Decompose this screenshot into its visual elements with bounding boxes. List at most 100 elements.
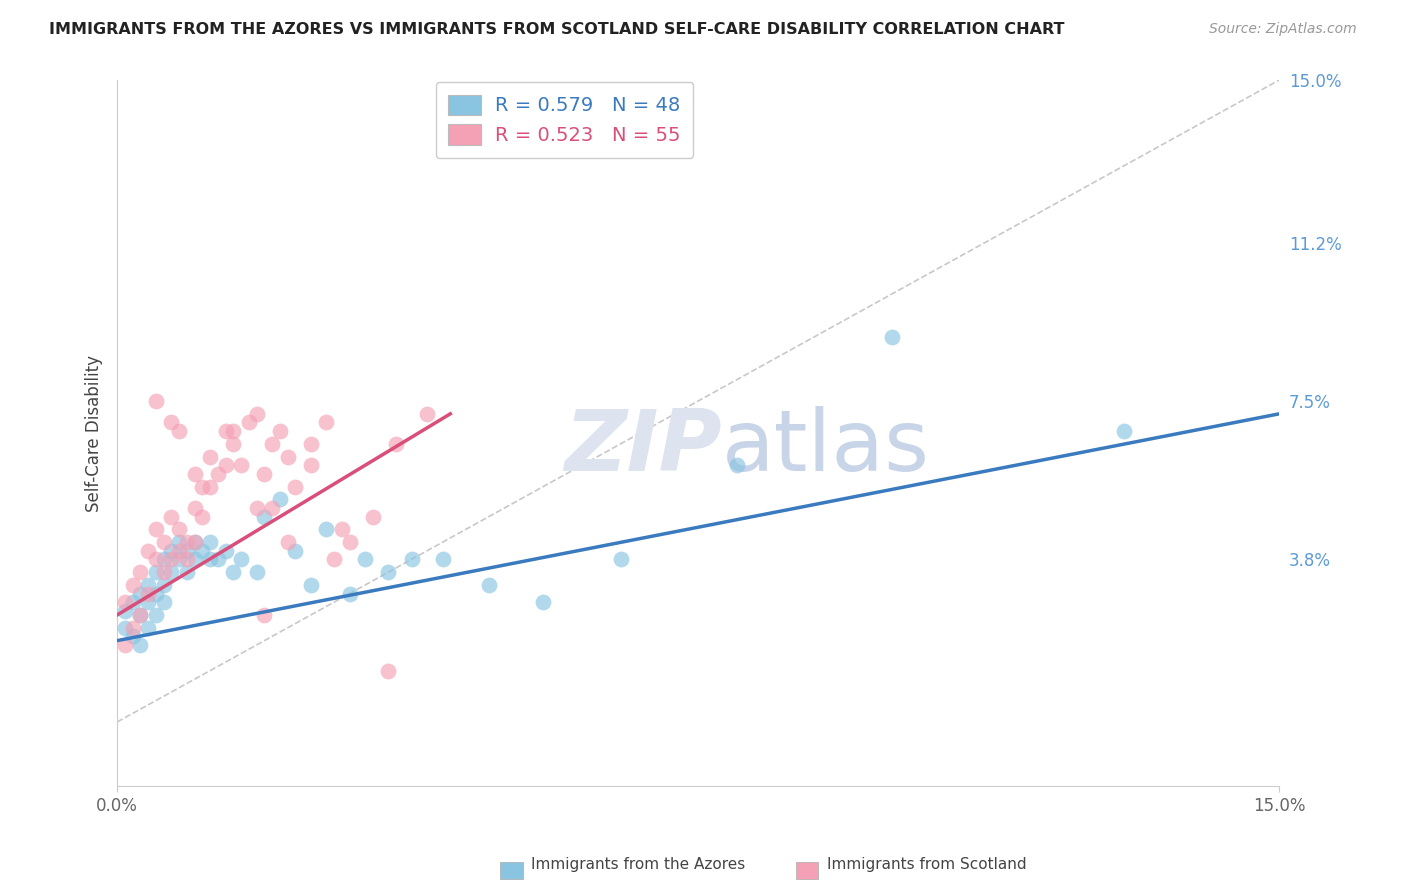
Point: [262, 500, 284, 515]
Point: [478, 578, 501, 592]
Point: [299, 578, 322, 592]
Point: [183, 552, 205, 566]
Text: ZIP: ZIP: [564, 406, 721, 489]
Point: [121, 578, 143, 592]
Point: [222, 436, 245, 450]
Point: [160, 552, 183, 566]
Point: [246, 407, 269, 421]
Point: [1114, 424, 1136, 438]
Point: [253, 467, 276, 481]
Point: [167, 535, 190, 549]
Point: [183, 500, 205, 515]
Point: [377, 664, 399, 678]
Point: [330, 522, 353, 536]
Point: [152, 578, 174, 592]
Point: [183, 535, 205, 549]
Point: [167, 543, 190, 558]
Point: [145, 552, 167, 566]
Point: [129, 607, 152, 622]
Point: [136, 586, 159, 600]
Point: [152, 595, 174, 609]
Point: [160, 565, 183, 579]
Legend: R = 0.579   N = 48, R = 0.523   N = 55: R = 0.579 N = 48, R = 0.523 N = 55: [436, 82, 693, 158]
Point: [214, 458, 236, 472]
Point: [222, 565, 245, 579]
Point: [160, 543, 183, 558]
Point: [176, 535, 198, 549]
Point: [160, 509, 183, 524]
Point: [114, 595, 136, 609]
Point: [277, 535, 299, 549]
Text: Immigrants from Scotland: Immigrants from Scotland: [827, 857, 1026, 872]
Point: [183, 535, 205, 549]
Point: [610, 552, 633, 566]
Point: [253, 509, 276, 524]
Point: [145, 522, 167, 536]
Y-axis label: Self-Care Disability: Self-Care Disability: [86, 354, 103, 511]
Point: [401, 552, 423, 566]
Point: [114, 638, 136, 652]
Point: [231, 552, 253, 566]
Point: [361, 509, 384, 524]
Text: atlas: atlas: [721, 406, 929, 489]
Point: [176, 565, 198, 579]
Point: [269, 424, 291, 438]
Point: [145, 394, 167, 409]
Point: [121, 629, 143, 643]
Point: [136, 578, 159, 592]
Point: [129, 638, 152, 652]
Point: [129, 607, 152, 622]
Point: [145, 565, 167, 579]
Point: [198, 479, 221, 493]
Text: Immigrants from the Azores: Immigrants from the Azores: [531, 857, 745, 872]
Point: [262, 436, 284, 450]
Point: [315, 416, 337, 430]
Point: [114, 621, 136, 635]
Point: [432, 552, 454, 566]
Point: [339, 586, 361, 600]
Point: [121, 621, 143, 635]
Point: [207, 552, 229, 566]
Point: [136, 621, 159, 635]
Point: [231, 458, 253, 472]
Point: [191, 479, 214, 493]
Point: [129, 565, 152, 579]
Point: [121, 595, 143, 609]
Point: [136, 543, 159, 558]
Point: [725, 458, 748, 472]
Point: [129, 586, 152, 600]
Point: [284, 543, 307, 558]
Point: [339, 535, 361, 549]
Point: [167, 552, 190, 566]
Point: [377, 565, 399, 579]
Text: IMMIGRANTS FROM THE AZORES VS IMMIGRANTS FROM SCOTLAND SELF-CARE DISABILITY CORR: IMMIGRANTS FROM THE AZORES VS IMMIGRANTS…: [49, 22, 1064, 37]
Point: [385, 436, 408, 450]
Point: [299, 458, 322, 472]
Point: [269, 492, 291, 507]
Point: [191, 543, 214, 558]
Point: [531, 595, 554, 609]
Point: [152, 535, 174, 549]
Point: [160, 416, 183, 430]
Point: [176, 552, 198, 566]
Point: [191, 509, 214, 524]
Point: [152, 565, 174, 579]
Point: [214, 424, 236, 438]
Point: [152, 552, 174, 566]
Point: [198, 552, 221, 566]
Point: [167, 522, 190, 536]
Point: [222, 424, 245, 438]
Point: [315, 522, 337, 536]
Point: [145, 586, 167, 600]
Point: [277, 450, 299, 464]
Point: [880, 330, 903, 344]
Point: [114, 604, 136, 618]
Text: Source: ZipAtlas.com: Source: ZipAtlas.com: [1209, 22, 1357, 37]
Point: [253, 607, 276, 622]
Point: [136, 595, 159, 609]
Point: [183, 467, 205, 481]
Point: [214, 543, 236, 558]
Point: [167, 424, 190, 438]
Point: [198, 450, 221, 464]
Point: [145, 607, 167, 622]
